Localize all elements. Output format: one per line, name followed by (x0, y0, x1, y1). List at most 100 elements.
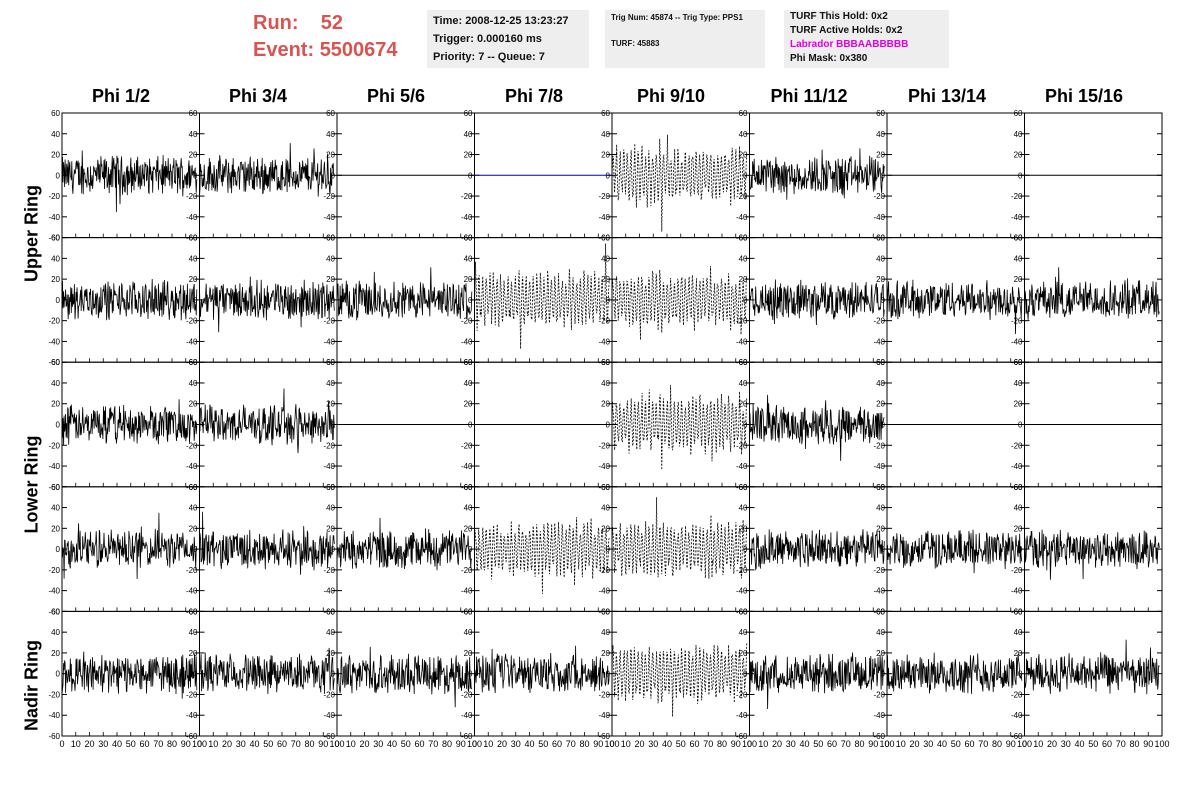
x-tick-label: 80 (854, 739, 864, 749)
x-tick-label: 80 (717, 739, 727, 749)
waveform-trace (199, 388, 335, 454)
y-tick-label: -20 (598, 690, 610, 699)
panel-r0-c6: 60 40 20 0 -20 -40 -60 (873, 109, 1025, 243)
y-tick-label: 20 (464, 400, 473, 409)
y-tick-label: 60 (1014, 109, 1023, 118)
run-event-box: Run: 52 Event: 5500674 (253, 10, 398, 64)
y-tick-label: 40 (326, 504, 335, 513)
y-tick-label: -40 (736, 711, 748, 720)
x-tick-label: 70 (703, 739, 713, 749)
y-tick-label: -60 (48, 732, 60, 741)
y-tick-label: 20 (876, 524, 885, 533)
y-tick-label: -40 (48, 711, 60, 720)
panel-r3-c7: 60 40 20 0 -20 -40 -60 (1011, 483, 1163, 616)
turf-this-hold-text: TURF This Hold: 0x2 (790, 11, 888, 22)
y-tick-label: -40 (598, 213, 610, 222)
y-tick-label: 0 (606, 545, 611, 554)
y-tick-label: 40 (326, 254, 335, 263)
y-tick-label: 60 (601, 483, 610, 492)
y-tick-label: 40 (601, 254, 610, 263)
x-tick-label: 100 (1017, 739, 1032, 749)
y-tick-label: 40 (51, 504, 60, 513)
waveform-trace (749, 652, 885, 710)
y-tick-label: 20 (51, 524, 60, 533)
waveform-trace (61, 150, 198, 213)
x-tick-label: 40 (249, 739, 259, 749)
waveform-trace (749, 279, 885, 326)
y-tick-label: 20 (464, 649, 473, 658)
y-tick-label: 20 (51, 400, 60, 409)
y-tick-label: 40 (189, 130, 198, 139)
x-tick-label: 70 (1116, 739, 1126, 749)
x-tick-label: 70 (841, 739, 851, 749)
y-tick-label: -40 (186, 462, 198, 471)
y-tick-label: 20 (876, 151, 885, 160)
y-tick-label: -20 (323, 441, 335, 450)
x-tick-label: 80 (1129, 739, 1139, 749)
x-tick-label: 0 (609, 739, 614, 749)
waveform-trace (474, 645, 610, 694)
y-tick-label: 20 (1014, 275, 1023, 284)
y-tick-label: -60 (48, 358, 60, 367)
x-tick-label: 40 (937, 739, 947, 749)
x-tick-label: 80 (992, 739, 1002, 749)
x-tick-label: 50 (401, 739, 411, 749)
y-tick-label: -20 (1011, 317, 1023, 326)
x-tick-label: 0 (334, 739, 339, 749)
turf-text: TURF: 45883 (611, 39, 660, 48)
y-tick-label: -40 (598, 337, 610, 346)
phi-header-8: Phi 15/16 (1044, 86, 1124, 106)
y-tick-label: -60 (186, 483, 198, 492)
y-tick-label: -20 (736, 690, 748, 699)
x-tick-label: 50 (538, 739, 548, 749)
x-tick-label: 90 (1143, 739, 1153, 749)
x-tick-label: 60 (139, 739, 149, 749)
y-tick-label: -60 (873, 234, 885, 243)
y-tick-label: 0 (193, 670, 198, 679)
y-tick-label: 0 (193, 296, 198, 305)
y-tick-label: -20 (873, 192, 885, 201)
x-tick-label: 0 (747, 739, 752, 749)
y-tick-label: -20 (461, 317, 473, 326)
x-tick-label: 100 (604, 739, 619, 749)
y-tick-label: -40 (736, 462, 748, 471)
waveform-trace (199, 276, 335, 333)
x-tick-label: 60 (689, 739, 699, 749)
y-tick-label: 60 (876, 607, 885, 616)
x-tick-label: 30 (923, 739, 933, 749)
y-tick-label: -60 (598, 358, 610, 367)
y-tick-label: -40 (48, 337, 60, 346)
y-tick-label: -60 (186, 607, 198, 616)
y-tick-label: 20 (1014, 151, 1023, 160)
y-tick-label: 0 (56, 670, 61, 679)
y-tick-label: 40 (739, 379, 748, 388)
y-tick-label: 60 (51, 607, 60, 616)
y-tick-label: -60 (736, 607, 748, 616)
y-tick-label: -40 (323, 337, 335, 346)
y-tick-label: 0 (468, 545, 473, 554)
y-tick-label: -60 (873, 732, 885, 741)
y-tick-label: 0 (193, 421, 198, 430)
y-tick-label: 60 (876, 358, 885, 367)
x-tick-label: 20 (909, 739, 919, 749)
y-tick-label: -40 (736, 213, 748, 222)
waveform-trace (886, 529, 1023, 574)
y-tick-label: 40 (51, 254, 60, 263)
y-tick-label: -20 (461, 192, 473, 201)
y-tick-label: -40 (323, 213, 335, 222)
y-tick-label: 0 (193, 171, 198, 180)
y-tick-label: 20 (189, 275, 198, 284)
y-tick-label: 20 (601, 400, 610, 409)
y-tick-label: -60 (873, 358, 885, 367)
y-tick-label: 0 (606, 670, 611, 679)
y-tick-label: -60 (461, 358, 473, 367)
trig-num-text: Trig Num: 45874 -- Trig Type: PPS1 (611, 13, 743, 22)
priority-text: Priority: 7 -- Queue: 7 (433, 51, 545, 63)
phi-header-5: Phi 9/10 (636, 86, 706, 106)
y-tick-label: -20 (873, 317, 885, 326)
panel-r1-c5: 60 40 20 0 -20 -40 -60 (736, 234, 888, 367)
y-tick-label: -40 (186, 711, 198, 720)
y-tick-label: 0 (881, 421, 886, 430)
y-tick-label: 0 (331, 171, 336, 180)
y-tick-label: 40 (601, 628, 610, 637)
